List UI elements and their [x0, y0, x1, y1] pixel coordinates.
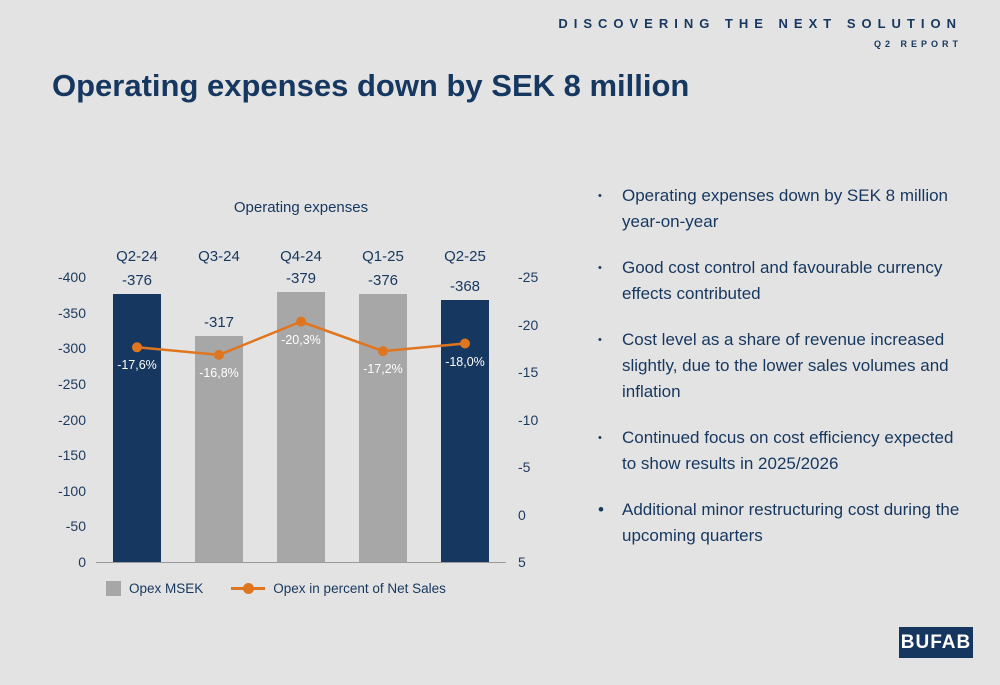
x-axis-line — [96, 562, 506, 563]
left-axis-tick: -300 — [57, 340, 86, 357]
right-axis-tick: 5 — [518, 554, 526, 570]
right-axis-tick: -25 — [518, 269, 539, 285]
category-label: Q2-24 — [116, 248, 158, 265]
bar-value-label: -317 — [203, 314, 235, 332]
legend-item: Opex in percent of Net Sales — [231, 581, 446, 596]
right-axis-tick: 0 — [518, 506, 526, 523]
bullet-item: • Good cost control and favourable curren… — [598, 255, 966, 307]
bullet-text: Additional minor restructuring cost duri… — [622, 500, 960, 545]
category-label: Q3-24 — [198, 248, 240, 265]
bullet-item: • Additional minor restructuring cost dur… — [598, 497, 966, 549]
right-axis-tick: -20 — [518, 316, 539, 333]
bullet-icon: • — [598, 190, 602, 202]
percent-label: -17,6% — [117, 358, 157, 373]
bullet-text: Continued focus on cost efficiency expec… — [622, 428, 954, 473]
left-axis-tick: -200 — [57, 411, 86, 428]
right-axis-tick: -15 — [518, 364, 539, 380]
legend-line-swatch — [231, 583, 266, 594]
opex-chart: Operating expenses Opex MSEK Opex in perc… — [40, 190, 550, 620]
opex-bar — [359, 294, 407, 562]
percent-label: -18,0% — [445, 354, 485, 369]
bullet-text: Operating expenses down by SEK 8 million… — [622, 186, 949, 231]
opex-bar — [195, 336, 243, 562]
left-axis-tick: -250 — [57, 375, 86, 392]
bullet-icon: • — [598, 262, 602, 274]
bullet-text: Cost level as a share of revenue increas… — [622, 330, 949, 401]
legend-label: Opex in percent of Net Sales — [273, 581, 446, 596]
percent-label: -17,2% — [363, 362, 403, 377]
bufab-logo: BUFAB — [899, 627, 973, 658]
legend-item: Opex MSEK — [106, 581, 203, 596]
category-label: Q1-25 — [362, 248, 404, 265]
bar-value-label: -368 — [449, 277, 481, 295]
report-label: Q2 REPORT — [873, 39, 962, 49]
left-axis-tick: -400 — [57, 269, 86, 285]
bullet-list: • Operating expenses down by SEK 8 millio… — [598, 183, 966, 569]
bullet-item: • Continued focus on cost efficiency expe… — [598, 425, 966, 477]
category-label: Q4-24 — [280, 248, 322, 265]
bar-value-label: -379 — [285, 269, 317, 287]
bullet-icon: • — [598, 432, 602, 444]
bullet-icon: • — [598, 334, 602, 346]
bullet-item: • Cost level as a share of revenue increa… — [598, 327, 966, 405]
percent-label: -20,3% — [281, 332, 321, 347]
opex-bar — [441, 299, 489, 562]
legend-label: Opex MSEK — [129, 581, 204, 596]
chart-legend: Opex MSEK Opex in percent of Net Sales — [106, 581, 446, 596]
left-axis-tick: -50 — [65, 518, 86, 535]
logo-text: BUFAB — [900, 631, 972, 653]
right-axis-tick: -10 — [518, 411, 539, 428]
left-axis-tick: -350 — [57, 304, 86, 321]
header-tagline: DISCOVERING THE NEXT SOLUTION Q2 REPORT — [558, 16, 962, 49]
legend-bar-swatch — [106, 581, 121, 596]
bullet-icon: • — [598, 500, 604, 519]
category-label: Q2-25 — [444, 248, 486, 265]
bullet-item: • Operating expenses down by SEK 8 millio… — [598, 183, 966, 235]
left-axis-tick: 0 — [78, 554, 86, 570]
left-axis-tick: -100 — [57, 482, 86, 499]
tagline-text: DISCOVERING THE NEXT SOLUTION — [558, 16, 962, 31]
percent-label: -16,8% — [199, 365, 239, 380]
bar-value-label: -376 — [121, 272, 153, 290]
chart-title: Operating expenses — [233, 199, 369, 216]
bar-value-label: -376 — [367, 272, 399, 290]
right-axis-tick: -5 — [518, 459, 531, 475]
bullet-text: Good cost control and favourable currenc… — [622, 258, 943, 303]
slide-title: Operating expenses down by SEK 8 million — [52, 68, 690, 103]
opex-bar — [113, 294, 161, 562]
left-axis-tick: -150 — [57, 447, 86, 464]
